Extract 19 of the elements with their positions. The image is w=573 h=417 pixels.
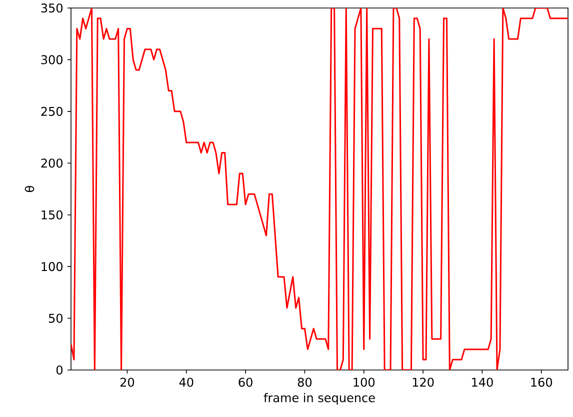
x-tick-label: 100 <box>354 378 375 387</box>
x-tick-label: 40 <box>179 378 194 387</box>
y-tick-label: 350 <box>41 3 63 13</box>
y-tick-label: 300 <box>41 55 63 64</box>
x-tick-label: 160 <box>531 378 552 387</box>
x-tick-label: 20 <box>120 378 134 387</box>
x-tick-label: 80 <box>298 378 312 387</box>
x-tick-label: 140 <box>472 378 493 387</box>
y-tick-label: 100 <box>42 262 63 272</box>
y-tick-label: 150 <box>42 210 63 220</box>
y-tick-label: 50 <box>48 314 63 323</box>
x-tick-label: 60 <box>238 378 252 387</box>
line-series <box>71 8 568 370</box>
y-tick-label: 250 <box>41 106 63 116</box>
y-axis-title: θ <box>24 186 34 192</box>
x-tick-label: 120 <box>412 378 434 387</box>
y-tick-label: 0 <box>56 365 63 375</box>
y-tick-label: 200 <box>41 158 63 168</box>
x-axis-title: frame in sequence <box>264 392 375 405</box>
